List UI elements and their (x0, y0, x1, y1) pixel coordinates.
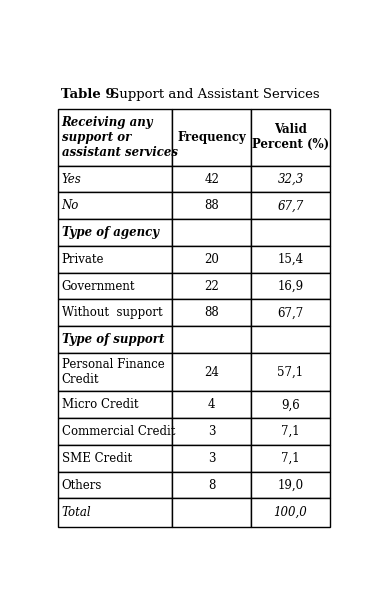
Text: 20: 20 (204, 253, 219, 266)
Bar (251, 109, 330, 166)
Text: Type of agency: Type of agency (62, 226, 159, 239)
Bar (58, 219, 172, 246)
Bar (251, 246, 330, 273)
Bar (172, 445, 251, 472)
Bar (58, 418, 172, 445)
Bar (58, 392, 172, 418)
Text: Support and Assistant Services: Support and Assistant Services (106, 88, 320, 101)
Text: 100,0: 100,0 (274, 506, 307, 519)
Text: Total: Total (62, 506, 91, 519)
Bar (251, 392, 330, 418)
Bar (251, 498, 330, 527)
Text: 4: 4 (208, 398, 216, 411)
Bar (251, 300, 330, 326)
Text: 3: 3 (208, 425, 216, 438)
Bar (251, 166, 330, 192)
Text: 7,1: 7,1 (281, 425, 300, 438)
Text: SME Credit: SME Credit (62, 452, 132, 465)
Text: 88: 88 (204, 199, 219, 213)
Bar (172, 246, 251, 273)
Text: 8: 8 (208, 479, 215, 491)
Text: Micro Credit: Micro Credit (62, 398, 138, 411)
Bar (172, 273, 251, 300)
Text: 42: 42 (204, 173, 219, 186)
Text: 9,6: 9,6 (281, 398, 300, 411)
Text: 57,1: 57,1 (278, 366, 304, 378)
Text: Type of support: Type of support (62, 333, 164, 346)
Bar (58, 109, 172, 166)
Text: 88: 88 (204, 306, 219, 319)
Text: Commercial Credit: Commercial Credit (62, 425, 175, 438)
Bar (172, 392, 251, 418)
Bar (58, 353, 172, 392)
Text: 7,1: 7,1 (281, 452, 300, 465)
Bar (58, 273, 172, 300)
Bar (172, 192, 251, 219)
Text: 15,4: 15,4 (278, 253, 304, 266)
Bar (172, 353, 251, 392)
Text: 24: 24 (204, 366, 219, 378)
Bar (251, 418, 330, 445)
Text: 3: 3 (208, 452, 216, 465)
Text: 67,7: 67,7 (278, 199, 304, 213)
Bar (58, 166, 172, 192)
Bar (58, 246, 172, 273)
Bar (251, 192, 330, 219)
Bar (172, 498, 251, 527)
Bar (251, 273, 330, 300)
Bar (251, 219, 330, 246)
Text: Government: Government (62, 279, 135, 293)
Text: Table 9.: Table 9. (61, 88, 119, 101)
Text: 16,9: 16,9 (278, 279, 304, 293)
Bar (172, 219, 251, 246)
Text: 19,0: 19,0 (278, 479, 304, 491)
Text: Private: Private (62, 253, 104, 266)
Bar (172, 166, 251, 192)
Text: Yes: Yes (62, 173, 81, 186)
Bar (251, 445, 330, 472)
Text: Receiving any
support or
assistant services: Receiving any support or assistant servi… (62, 116, 178, 159)
Bar (58, 326, 172, 353)
Text: No: No (62, 199, 79, 213)
Bar (58, 300, 172, 326)
Bar (58, 498, 172, 527)
Text: 67,7: 67,7 (278, 306, 304, 319)
Bar (58, 445, 172, 472)
Bar (172, 418, 251, 445)
Text: Valid
Percent (%): Valid Percent (%) (252, 124, 329, 152)
Bar (58, 472, 172, 498)
Text: 22: 22 (204, 279, 219, 293)
Text: Others: Others (62, 479, 102, 491)
Text: Without  support: Without support (62, 306, 162, 319)
Bar (58, 192, 172, 219)
Bar (251, 472, 330, 498)
Text: Frequency: Frequency (177, 131, 246, 144)
Text: 32,3: 32,3 (278, 173, 304, 186)
Bar (251, 326, 330, 353)
Bar (172, 109, 251, 166)
Bar (172, 300, 251, 326)
Bar (172, 326, 251, 353)
Text: Personal Finance
Credit: Personal Finance Credit (62, 358, 164, 386)
Bar (172, 472, 251, 498)
Bar (251, 353, 330, 392)
